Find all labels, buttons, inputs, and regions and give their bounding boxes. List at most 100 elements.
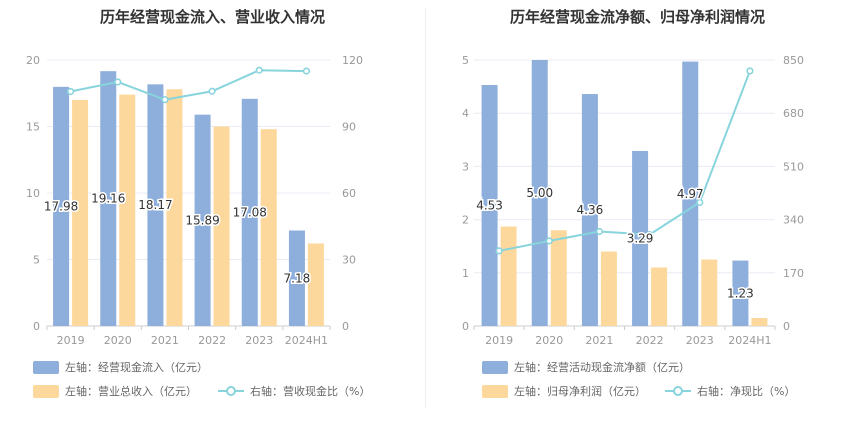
right-axis-tick-2-5: 850 bbox=[783, 54, 804, 67]
bar-right-1-3 bbox=[213, 126, 230, 326]
legend-label-revenue-cash-ratio: 右轴：营收现金比（%） bbox=[250, 385, 371, 398]
bar-right-1-4 bbox=[260, 129, 277, 326]
legend-row-2a: 左轴：经营活动现金流净额（亿元） bbox=[425, 358, 850, 376]
x-tick-label-2-4: 2023 bbox=[686, 334, 714, 347]
legend-line-icon-1 bbox=[218, 386, 244, 396]
bar-value-label-1-5: 7.18 bbox=[284, 271, 311, 285]
left-axis-tick-1-1: 5 bbox=[33, 254, 40, 267]
bar-right-1-0 bbox=[72, 99, 89, 327]
bar-value-label-2-3: 3.29 bbox=[627, 231, 654, 245]
left-axis-tick-2-2: 2 bbox=[462, 214, 469, 227]
bar-left-2-0 bbox=[481, 85, 498, 326]
right-axis-tick-2-1: 170 bbox=[783, 267, 804, 280]
legend-line-icon-2 bbox=[665, 386, 691, 396]
left-axis-tick-2-5: 5 bbox=[462, 54, 469, 67]
bar-left-1-4 bbox=[241, 98, 258, 326]
bar-value-label-1-1: 19.16 bbox=[91, 192, 125, 206]
legend-label-cash-inflow: 左轴：经营现金流入（亿元） bbox=[65, 361, 208, 374]
right-axis-tick-2-4: 680 bbox=[783, 107, 804, 120]
bar-left-2-5 bbox=[732, 260, 749, 326]
legend-item-net-profit[interactable]: 左轴：归母净利润（亿元） bbox=[482, 382, 646, 400]
left-axis-tick-2-4: 4 bbox=[462, 107, 469, 120]
ratio-point-2-3 bbox=[645, 231, 654, 239]
x-tick-label-2-2: 2021 bbox=[585, 334, 613, 347]
ratio-point-1-2 bbox=[161, 96, 169, 104]
bar-value-label-1-3: 15.89 bbox=[185, 213, 219, 227]
panel-divider bbox=[425, 8, 426, 408]
left-axis-tick-2-1: 1 bbox=[462, 267, 469, 280]
bar-right-1-1 bbox=[119, 94, 136, 326]
legend-label-revenue: 左轴：营业总收入（亿元） bbox=[65, 385, 197, 398]
legend-row-1a: 左轴：经营现金流入（亿元） bbox=[0, 358, 425, 376]
legend-item-net-cash-flow[interactable]: 左轴：经营活动现金流净额（亿元） bbox=[482, 358, 690, 376]
bar-value-label-1-0: 17.98 bbox=[44, 199, 78, 213]
bar-right-2-4 bbox=[701, 259, 718, 326]
bar-right-1-5 bbox=[307, 243, 324, 326]
x-tick-label-1-4: 2023 bbox=[245, 334, 273, 347]
legend-row-1b: 左轴：营业总收入（亿元） 右轴：营收现金比（%） bbox=[0, 382, 425, 400]
x-tick-label-2-3: 2022 bbox=[636, 334, 664, 347]
bar-right-2-0 bbox=[500, 226, 517, 326]
left-axis-tick-2-3: 3 bbox=[462, 160, 469, 173]
bar-right-2-3 bbox=[651, 267, 668, 326]
ratio-point-2-4 bbox=[696, 198, 704, 206]
chart-panel-2: 历年经营现金流净额、归母净利润情况 0 1 2 3 4 5 0 170 340 510 680 850… bbox=[425, 0, 850, 437]
legend-item-cash-inflow[interactable]: 左轴：经营现金流入（亿元） bbox=[33, 358, 208, 376]
right-axis-tick-2-3: 510 bbox=[783, 160, 804, 173]
ratio-point-1-4 bbox=[255, 66, 263, 74]
bar-right-2-2 bbox=[600, 251, 617, 326]
bar-value-label-2-2: 4.36 bbox=[577, 203, 604, 217]
legend-row-2b: 左轴：归母净利润（亿元） 右轴：净现比（%） bbox=[425, 382, 850, 400]
bar-right-2-5 bbox=[751, 318, 768, 326]
right-axis-tick-1-0: 0 bbox=[342, 320, 349, 333]
chart-title-1: 历年经营现金流入、营业收入情况 bbox=[99, 8, 325, 26]
left-axis-tick-2-0: 0 bbox=[462, 320, 469, 333]
x-tick-label-2-5: 2024H1 bbox=[728, 334, 771, 347]
ratio-point-1-5 bbox=[302, 67, 311, 75]
legend-item-revenue[interactable]: 左轴：营业总收入（亿元） bbox=[33, 382, 197, 400]
ratio-point-1-0 bbox=[66, 87, 75, 96]
bar-left-1-3 bbox=[194, 114, 211, 327]
x-tick-label-2-1: 2020 bbox=[535, 334, 563, 347]
legend-swatch-cash-inflow bbox=[33, 360, 59, 374]
bar-left-2-4 bbox=[682, 61, 699, 326]
ratio-point-2-1 bbox=[545, 237, 553, 245]
chart-title-2: 历年经营现金流净额、归母净利润情况 bbox=[509, 8, 765, 26]
bar-value-label-1-4: 17.08 bbox=[233, 205, 267, 219]
bar-value-label-2-0: 4.53 bbox=[476, 199, 503, 213]
bar-left-2-3 bbox=[632, 150, 649, 326]
chart-panel-1: 历年经营现金流入、营业收入情况 0 5 10 15 20 0 30 60 90 120 2019 20… bbox=[0, 8, 425, 400]
bar-value-label-2-1: 5.00 bbox=[526, 186, 553, 200]
left-axis-tick-1-2: 10 bbox=[26, 187, 40, 200]
bar-left-1-0 bbox=[53, 86, 70, 326]
x-tick-label-1-3: 2022 bbox=[198, 334, 226, 347]
ratio-point-2-0 bbox=[495, 247, 503, 255]
legend-label-net-cash-ratio: 右轴：净现比（%） bbox=[697, 385, 796, 398]
ratio-point-1-1 bbox=[114, 78, 122, 86]
bar-value-label-2-4: 4.97 bbox=[677, 187, 704, 201]
right-axis-tick-2-0: 0 bbox=[783, 320, 790, 333]
bar-left-1-2 bbox=[147, 84, 164, 327]
legend-swatch-net-cash-flow bbox=[482, 360, 508, 374]
ratio-point-1-3 bbox=[208, 87, 216, 95]
x-tick-label-1-1: 2020 bbox=[104, 334, 132, 347]
chart-plot-2: 0 1 2 3 4 5 0 170 340 510 680 850 2019 2020 2021 2022 20… bbox=[462, 54, 804, 347]
legend-item-net-cash-ratio[interactable]: 右轴：净现比（%） bbox=[665, 382, 795, 400]
legend-swatch-net-profit bbox=[482, 384, 508, 398]
chart-plot-1: 0 5 10 15 20 0 30 60 90 120 2019 2020 2021 2022 2023 20… bbox=[26, 54, 363, 347]
ratio-point-2-2 bbox=[595, 227, 604, 236]
bar-left-2-2 bbox=[581, 94, 598, 326]
bar-value-label-1-2: 18.17 bbox=[138, 198, 172, 212]
bar-left-1-1 bbox=[100, 71, 117, 326]
legend-swatch-revenue bbox=[33, 384, 59, 398]
x-tick-label-1-2: 2021 bbox=[151, 334, 179, 347]
right-axis-tick-2-2: 340 bbox=[783, 214, 804, 227]
bar-right-2-1 bbox=[550, 230, 567, 326]
right-axis-tick-1-4: 120 bbox=[342, 54, 363, 67]
legend-label-net-cash-flow: 左轴：经营活动现金流净额（亿元） bbox=[514, 361, 690, 374]
x-tick-label-2-0: 2019 bbox=[485, 334, 513, 347]
right-axis-tick-1-3: 90 bbox=[342, 121, 356, 134]
x-tick-label-1-5: 2024H1 bbox=[285, 334, 328, 347]
ratio-line-1 bbox=[70, 69, 307, 101]
legend-item-revenue-cash-ratio[interactable]: 右轴：营收现金比（%） bbox=[218, 382, 370, 400]
